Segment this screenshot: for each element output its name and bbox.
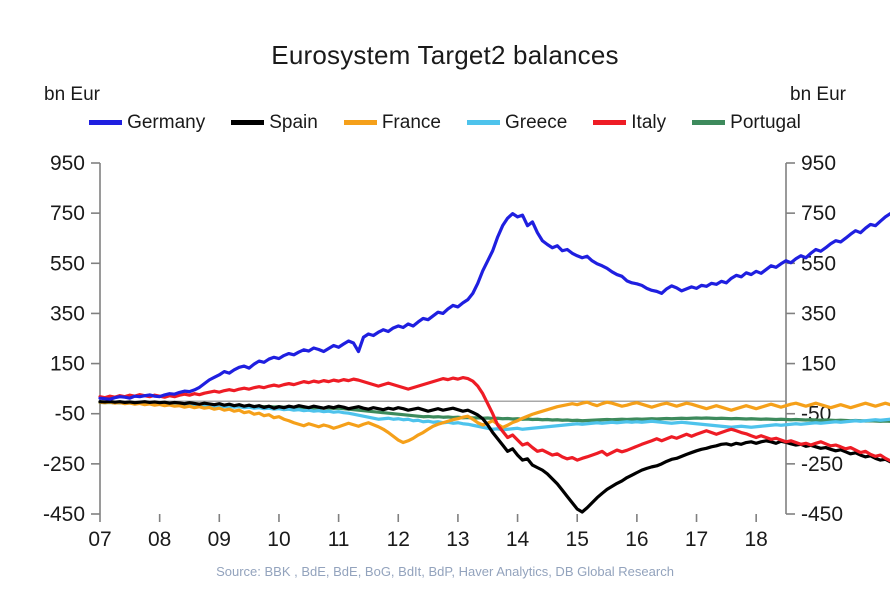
x-tick-label: 16 bbox=[625, 528, 648, 551]
legend-swatch-icon bbox=[231, 120, 265, 125]
y-tick-label-right: 350 bbox=[801, 302, 836, 325]
source-note: Source: BBK , BdE, BdE, BoG, BdIt, BdP, … bbox=[216, 564, 674, 579]
x-tick-label: 10 bbox=[267, 528, 290, 551]
y-tick-label-left: 550 bbox=[50, 252, 85, 275]
y-tick-label-left: 950 bbox=[50, 152, 85, 175]
legend-swatch-icon bbox=[593, 120, 627, 125]
x-tick-label: 18 bbox=[744, 528, 767, 551]
y-axis-unit-right: bn Eur bbox=[790, 84, 846, 105]
x-tick-label: 17 bbox=[685, 528, 708, 551]
series-line-germany bbox=[98, 211, 890, 401]
y-tick-label-left: -450 bbox=[43, 503, 85, 526]
legend-label: Germany bbox=[127, 112, 206, 133]
x-tick-label: 14 bbox=[506, 528, 530, 551]
chart-legend: Germany Spain France Greece Italy Portugal bbox=[0, 113, 890, 132]
series-line-france bbox=[98, 400, 890, 445]
legend-label: Greece bbox=[504, 112, 568, 133]
y-tick-label-right: 750 bbox=[801, 202, 836, 225]
legend-item-italy[interactable]: Italy bbox=[593, 113, 666, 132]
legend-item-france[interactable]: France bbox=[343, 112, 441, 133]
y-tick-label-right: 550 bbox=[801, 252, 836, 275]
x-tick-label: 08 bbox=[148, 528, 171, 551]
legend-label: Portugal bbox=[730, 112, 801, 133]
x-tick-label: 13 bbox=[446, 528, 469, 551]
series-line-greece bbox=[98, 400, 890, 432]
legend-swatch-icon bbox=[692, 120, 726, 125]
y-tick-label-right: 150 bbox=[801, 353, 836, 376]
y-tick-label-left: -50 bbox=[55, 403, 85, 426]
y-tick-label-left: 350 bbox=[50, 302, 85, 325]
legend-swatch-icon bbox=[89, 120, 123, 125]
series-line-italy bbox=[98, 376, 890, 463]
y-tick-label-right: -250 bbox=[801, 453, 843, 476]
legend-swatch-icon bbox=[343, 120, 377, 125]
y-tick-label-right: 950 bbox=[801, 152, 836, 175]
page-title: Eurosystem Target2 balances bbox=[271, 40, 619, 70]
legend-label: Spain bbox=[269, 112, 318, 133]
x-tick-label: 15 bbox=[566, 528, 589, 551]
x-tick-label: 07 bbox=[88, 528, 111, 551]
x-tick-label: 12 bbox=[387, 528, 410, 551]
legend-label: Italy bbox=[631, 112, 667, 133]
x-tick-label: 11 bbox=[328, 528, 350, 551]
legend-label: France bbox=[381, 112, 441, 133]
legend-item-portugal[interactable]: Portugal bbox=[692, 113, 801, 132]
y-tick-label-left: -250 bbox=[43, 453, 85, 476]
legend-item-spain[interactable]: Spain bbox=[231, 113, 318, 132]
legend-swatch-icon bbox=[466, 120, 500, 125]
y-tick-label-left: 750 bbox=[50, 202, 85, 225]
x-tick-label: 09 bbox=[208, 528, 231, 551]
y-tick-label-right: -450 bbox=[801, 503, 843, 526]
legend-item-germany[interactable]: Germany bbox=[89, 113, 205, 132]
y-axis-unit-left: bn Eur bbox=[44, 84, 100, 105]
y-tick-label-left: 150 bbox=[50, 353, 85, 376]
legend-item-greece[interactable]: Greece bbox=[466, 112, 568, 133]
